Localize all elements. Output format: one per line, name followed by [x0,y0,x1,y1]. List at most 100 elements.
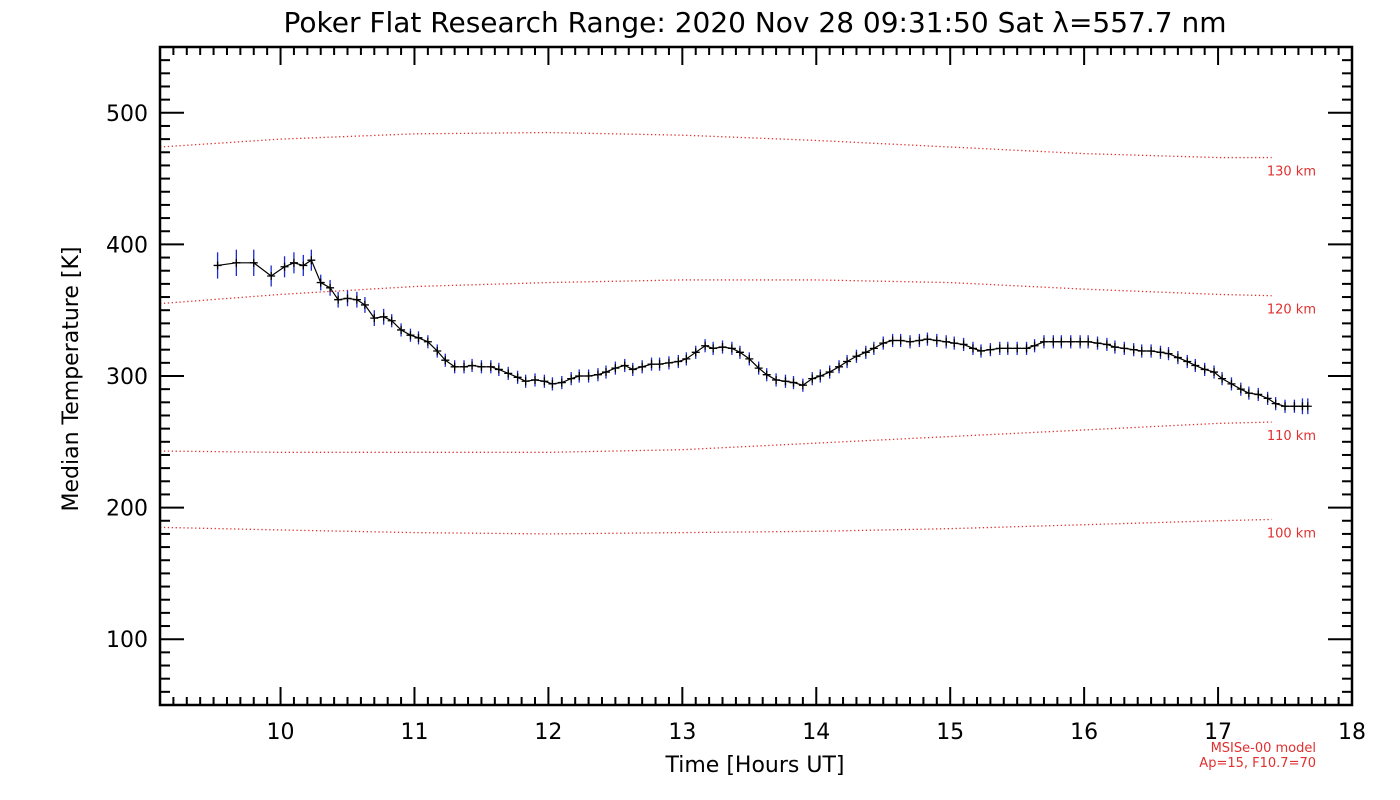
temperature-line [217,259,1308,407]
data-point [450,362,459,371]
data-point [1110,343,1119,352]
data-point [852,352,861,361]
data-point [942,337,951,346]
data-point [701,341,710,350]
data-point [601,368,610,377]
data-point [1049,337,1058,346]
data-point [718,343,727,352]
y-tick-label: 400 [106,233,148,258]
data-point [835,362,844,371]
data-point [1057,337,1066,346]
data-point [334,295,343,304]
data-point [1281,402,1290,411]
data-point [655,360,664,369]
data-point [691,348,700,357]
data-point [352,295,361,304]
y-axis-label: Median Temperature [K] [59,247,84,512]
data-point [825,368,834,377]
x-tick-label: 13 [668,720,696,745]
data-point [289,258,298,267]
data-point [1210,368,1219,377]
data-point [1102,340,1111,349]
data-point [557,378,566,387]
data-point [879,339,888,348]
model-curve-label: 110 km [1267,429,1316,444]
data-point [1244,389,1253,398]
data-point [1013,344,1022,353]
data-point [370,314,379,323]
data-point [1218,374,1227,383]
data-point [986,345,995,354]
data-point [888,336,897,345]
data-point [360,300,369,309]
data-point [628,365,637,374]
data-point [1236,385,1245,394]
model-curve-label: 130 km [1267,165,1316,180]
data-point [896,336,905,345]
model-curve [159,518,1272,535]
data-point [1030,341,1039,350]
data-point [647,360,656,369]
data-point [521,377,530,386]
data-point [923,335,932,344]
data-point [789,378,798,387]
data-point [414,333,423,342]
data-point [735,348,744,357]
data-point [468,361,477,370]
data-point [540,377,549,386]
data-point [504,369,513,378]
data-point [915,336,924,345]
data-point [682,354,691,363]
data-point [638,362,647,371]
data-point [584,372,593,380]
model-curve [159,421,1272,453]
x-tick-label: 18 [1338,720,1366,745]
data-point [869,344,878,353]
data-point [1076,337,1085,346]
data-point [1200,365,1209,374]
model-annotation: MSISe-00 model [1211,741,1316,756]
data-point [477,362,486,371]
data-point [326,283,335,292]
data-point [1003,344,1012,353]
y-tick-label: 100 [106,628,148,653]
data-point [1084,337,1093,346]
data-point [548,379,557,388]
x-tick-label: 12 [534,720,562,745]
model-curves: 130 km 120 km 110 km 100 km [159,131,1316,541]
data-point [1183,357,1192,366]
data-point [861,348,870,357]
data-point [664,358,673,367]
data-point [486,362,495,371]
y-tick-label: 500 [106,102,148,127]
data-point [611,364,620,373]
data-point [932,336,941,345]
data-point [213,261,222,270]
data-point [754,364,763,373]
data-point [1254,390,1263,399]
data-point [798,381,807,390]
data-point [745,354,754,363]
model-curve-label: 100 km [1267,526,1316,541]
data-point [343,294,352,303]
data-point [1093,339,1102,348]
data-point [995,344,1004,353]
data-point [1173,353,1182,362]
data-point [1137,346,1146,355]
data-point [513,373,522,382]
data-point [762,370,771,379]
plot-axes: 10 11 12 13 14 15 16 17 18 100 200 300 400 500 [106,45,1366,745]
data-point [843,357,852,366]
data-point [406,331,415,340]
x-tick-label: 15 [936,720,964,745]
data-point [593,370,602,379]
data-point [808,374,817,383]
data-point [575,372,584,380]
data-point [950,339,959,348]
data-point [267,271,276,280]
data-point [968,344,977,353]
data-point [959,340,968,349]
y-tick-label: 200 [106,497,148,522]
data-point [772,375,781,384]
